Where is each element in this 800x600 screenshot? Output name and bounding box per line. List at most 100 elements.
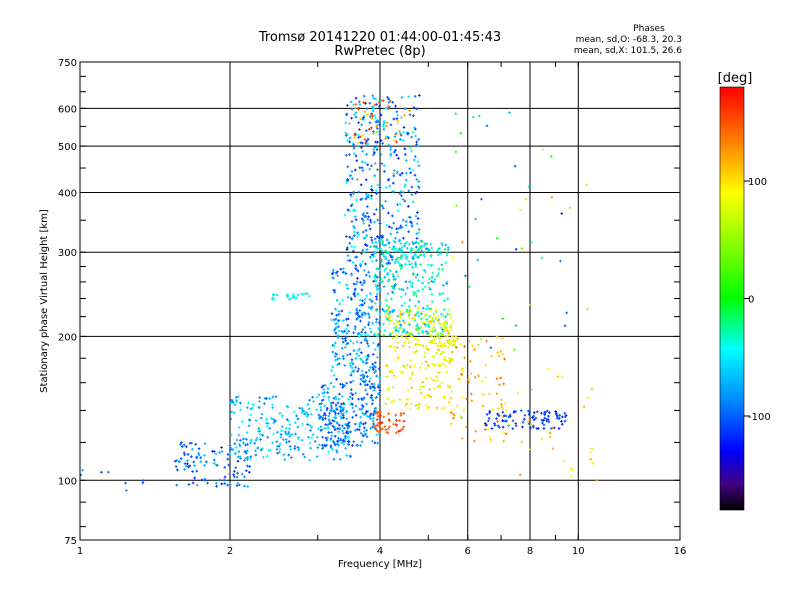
data-point	[361, 434, 365, 438]
data-point	[365, 107, 369, 111]
data-point	[417, 279, 420, 282]
data-point	[402, 236, 405, 240]
data-point	[367, 193, 370, 197]
data-point	[413, 253, 417, 256]
data-point	[289, 448, 292, 451]
data-point	[342, 402, 345, 405]
data-point	[251, 403, 255, 406]
data-point	[394, 283, 397, 286]
data-point	[265, 424, 269, 428]
data-point	[452, 412, 455, 416]
data-point	[467, 378, 470, 381]
data-point	[326, 391, 329, 394]
data-point	[411, 266, 414, 269]
data-point	[422, 268, 426, 272]
data-point	[372, 280, 375, 283]
data-point	[331, 401, 335, 405]
data-point	[374, 116, 377, 120]
data-point	[247, 418, 251, 422]
data-point	[529, 448, 533, 451]
data-point	[413, 364, 416, 367]
data-point	[387, 308, 390, 311]
data-point	[438, 371, 442, 375]
data-point	[540, 256, 544, 260]
data-point	[407, 204, 410, 208]
data-point	[437, 348, 440, 352]
data-point	[361, 160, 364, 164]
data-point	[284, 432, 288, 436]
y-tick-label: 100	[58, 476, 77, 487]
data-point	[338, 458, 342, 461]
data-point	[343, 330, 346, 333]
data-point	[388, 184, 392, 188]
data-point	[246, 406, 249, 409]
data-point	[383, 269, 386, 272]
data-point	[430, 263, 434, 267]
data-point	[383, 329, 387, 332]
data-point	[508, 415, 512, 418]
data-point	[375, 320, 378, 324]
data-point	[467, 285, 471, 289]
data-point	[396, 256, 400, 260]
data-point	[356, 369, 360, 373]
data-point	[421, 344, 425, 348]
data-point	[254, 438, 258, 442]
data-point	[359, 141, 363, 144]
data-point	[374, 396, 378, 400]
data-point	[467, 380, 471, 384]
data-point	[324, 413, 327, 417]
data-point	[377, 384, 380, 387]
data-point	[398, 203, 402, 206]
data-point	[384, 402, 388, 406]
data-point	[391, 290, 394, 294]
data-point	[180, 445, 184, 448]
data-point	[381, 242, 384, 246]
data-point	[241, 437, 245, 441]
data-point	[392, 345, 396, 349]
data-point	[355, 198, 358, 202]
data-point	[420, 240, 424, 243]
data-point	[407, 230, 410, 233]
data-point	[493, 422, 496, 425]
data-point	[421, 331, 425, 334]
data-point	[339, 382, 342, 386]
data-point	[479, 337, 483, 341]
data-point	[354, 267, 357, 270]
data-point	[388, 322, 391, 326]
data-point	[336, 270, 339, 273]
data-point	[387, 97, 390, 101]
data-point	[383, 275, 387, 279]
data-point	[378, 186, 382, 189]
data-point	[359, 444, 362, 447]
data-point	[295, 414, 298, 418]
data-point	[356, 331, 360, 335]
data-point	[408, 113, 412, 117]
data-point	[375, 148, 379, 151]
data-point	[369, 255, 372, 259]
data-point	[380, 249, 384, 253]
data-point	[353, 428, 357, 432]
data-point	[382, 122, 385, 126]
data-point	[363, 215, 367, 218]
data-point	[439, 252, 443, 255]
data-point	[368, 227, 372, 231]
data-point	[401, 190, 405, 194]
data-point	[376, 247, 380, 250]
data-point	[361, 404, 364, 407]
data-point	[193, 464, 196, 467]
data-point	[352, 370, 355, 373]
data-point	[483, 428, 487, 431]
data-point	[560, 212, 564, 215]
data-point	[411, 130, 415, 134]
data-point	[411, 200, 415, 204]
data-point	[375, 318, 378, 321]
data-point	[235, 475, 239, 479]
data-point	[271, 293, 275, 297]
data-point	[413, 173, 417, 177]
data-point	[346, 208, 350, 212]
data-point	[332, 425, 335, 428]
data-point	[335, 450, 339, 454]
data-point	[495, 237, 499, 240]
data-point	[357, 428, 361, 432]
